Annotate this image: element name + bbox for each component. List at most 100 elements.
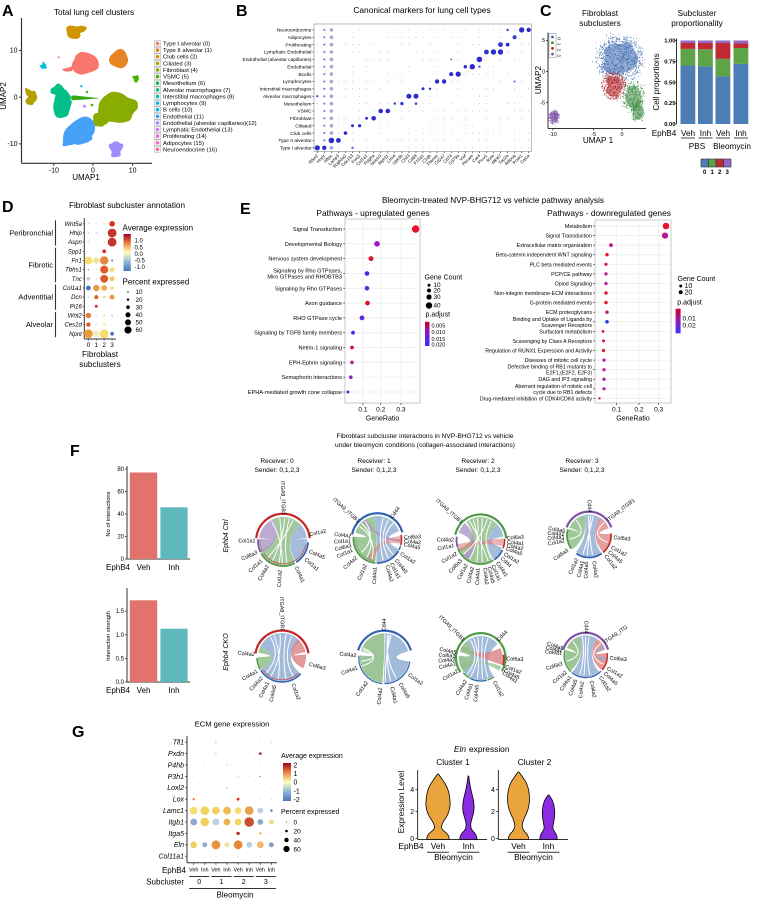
svg-text:Lrrn4: Lrrn4	[386, 153, 397, 164]
svg-text:Binding and Uptake of Ligands: Binding and Uptake of Ligands by	[513, 317, 593, 323]
svg-text:subclusters: subclusters	[79, 360, 120, 369]
svg-text:20: 20	[136, 297, 144, 304]
svg-text:0.0: 0.0	[116, 680, 125, 686]
svg-text:Expression Level: Expression Level	[397, 771, 406, 834]
svg-text:Calca: Calca	[519, 153, 531, 165]
svg-text:0: 0	[294, 819, 298, 826]
svg-text:Metabolism: Metabolism	[565, 224, 593, 230]
svg-text:EPHA-mediated growth cone coll: EPHA-mediated growth cone collapse	[248, 390, 342, 396]
svg-text:2: 2	[102, 342, 106, 349]
svg-text:1: 1	[294, 771, 298, 778]
svg-text:Col4a2: Col4a2	[339, 652, 357, 659]
svg-text:0.00: 0.00	[664, 122, 675, 128]
svg-text:Col1a1: Col1a1	[437, 543, 455, 552]
svg-text:Foxj1: Foxj1	[350, 153, 362, 165]
svg-text:Veh: Veh	[431, 841, 446, 851]
svg-text:Inh: Inh	[735, 129, 747, 138]
svg-text:C: C	[540, 3, 552, 20]
svg-text:Mesothelium (6): Mesothelium (6)	[163, 81, 205, 87]
svg-text:0: 0	[87, 342, 91, 349]
svg-text:Col4a2: Col4a2	[506, 543, 524, 552]
svg-text:1: 1	[711, 170, 715, 176]
svg-text:-5: -5	[591, 132, 596, 138]
svg-text:3: 3	[557, 54, 562, 57]
svg-text:Col1a2: Col1a2	[309, 529, 327, 539]
svg-text:Lymphatic Endothelial (13): Lymphatic Endothelial (13)	[163, 128, 233, 134]
svg-text:Cd44: Cd44	[586, 499, 592, 512]
svg-text:UMAP1: UMAP1	[72, 173, 100, 182]
svg-text:0.005: 0.005	[432, 324, 446, 330]
svg-text:2: 2	[718, 170, 722, 176]
svg-text:Col4a2: Col4a2	[547, 531, 564, 538]
svg-text:Col6a3: Col6a3	[334, 543, 352, 553]
svg-text:Col1a2: Col1a2	[504, 664, 522, 675]
svg-text:Signal Transduction: Signal Transduction	[545, 234, 592, 240]
svg-text:50: 50	[136, 320, 144, 327]
svg-text:Proliferating: Proliferating	[285, 42, 311, 48]
svg-text:Bleomycin: Bleomycin	[217, 891, 254, 900]
svg-text:Col6a3: Col6a3	[609, 656, 627, 663]
svg-text:Pxdn: Pxdn	[168, 751, 184, 758]
svg-text:0: 0	[410, 836, 414, 843]
svg-text:Interstitial macrophages (8): Interstitial macrophages (8)	[163, 94, 234, 100]
svg-text:0.015: 0.015	[432, 337, 446, 343]
svg-text:2: 2	[557, 49, 562, 52]
svg-text:60: 60	[294, 846, 302, 853]
svg-text:Type II alveolar (1): Type II alveolar (1)	[163, 48, 212, 54]
svg-text:Club cells: Club cells	[290, 131, 312, 137]
svg-text:Canonical markers for lung cel: Canonical markers for lung cell types	[353, 5, 490, 15]
svg-text:Subcluster: Subcluster	[678, 9, 717, 18]
svg-text:Ces1d: Ces1d	[64, 323, 82, 329]
svg-text:Itgb1: Itgb1	[168, 819, 184, 826]
svg-text:Ephb4 CKO: Ephb4 CKO	[223, 633, 230, 671]
svg-text:10: 10	[685, 283, 693, 290]
svg-text:Col4a1: Col4a1	[464, 683, 475, 701]
svg-text:Opiod Signaling: Opiod Signaling	[555, 281, 592, 287]
svg-text:Gene Count: Gene Count	[678, 276, 716, 283]
svg-text:Tll1: Tll1	[173, 740, 184, 747]
svg-text:cycle due to RB1 defects: cycle due to RB1 defects	[533, 390, 592, 396]
svg-text:Col1a1: Col1a1	[334, 538, 351, 545]
svg-text:Veh: Veh	[511, 841, 526, 851]
svg-text:Fibroblast (4): Fibroblast (4)	[163, 68, 198, 74]
svg-text:Veh: Veh	[189, 868, 198, 874]
svg-text:0.3: 0.3	[396, 407, 405, 414]
svg-text:Signaling by TGFB family membe: Signaling by TGFB family members	[254, 331, 342, 337]
svg-text:Endothelial (alveolar capillar: Endothelial (alveolar capillaries)(12)	[163, 121, 257, 127]
svg-text:Total lung cell clusters: Total lung cell clusters	[54, 8, 134, 17]
svg-text:Col4a5: Col4a5	[568, 679, 579, 697]
svg-text:Hopx: Hopx	[315, 153, 326, 164]
svg-text:Bleomycin: Bleomycin	[434, 852, 473, 862]
svg-text:Col4a5: Col4a5	[505, 546, 523, 557]
svg-text:Col4a5: Col4a5	[269, 685, 278, 703]
svg-text:Pathways - upregulated genes: Pathways - upregulated genes	[316, 208, 429, 218]
svg-text:0.1: 0.1	[612, 407, 621, 414]
svg-text:Type II alveolar: Type II alveolar	[278, 138, 312, 144]
svg-text:Npnt: Npnt	[69, 332, 82, 338]
svg-text:Adipocytes: Adipocytes	[288, 35, 312, 41]
svg-text:0: 0	[121, 557, 125, 563]
svg-text:Inh: Inh	[463, 841, 475, 851]
svg-text:1.5: 1.5	[116, 609, 125, 615]
svg-text:GeneRatio: GeneRatio	[366, 416, 400, 423]
svg-text:Col4a5: Col4a5	[584, 561, 591, 578]
svg-text:Endothelial (alveolar capillar: Endothelial (alveolar capillaries)	[242, 57, 311, 63]
svg-text:Surfactant metabolism: Surfactant metabolism	[539, 329, 592, 335]
svg-text:1: 1	[557, 43, 562, 46]
svg-text:PLC beta mediated events: PLC beta mediated events	[530, 262, 593, 268]
svg-text:0: 0	[557, 37, 562, 40]
svg-text:Ciliated: Ciliated	[295, 123, 312, 129]
svg-text:Beta-catenin independent WNT s: Beta-catenin independent WNT signaling	[496, 253, 592, 259]
svg-text:0.25: 0.25	[664, 101, 676, 107]
svg-text:Aspn: Aspn	[67, 240, 82, 246]
svg-text:5: 5	[542, 38, 545, 44]
svg-text:VSMC: VSMC	[297, 109, 312, 115]
svg-text:Type I alveolar (0): Type I alveolar (0)	[163, 42, 210, 48]
svg-text:10: 10	[129, 167, 137, 174]
svg-text:Col6a3: Col6a3	[613, 535, 631, 542]
svg-text:0: 0	[14, 94, 18, 101]
svg-text:proportionality: proportionality	[671, 19, 723, 28]
svg-text:Cd74: Cd74	[442, 153, 453, 164]
svg-text:Inh: Inh	[223, 868, 231, 874]
svg-text:Interstitial macrophages: Interstitial macrophages	[260, 87, 312, 93]
